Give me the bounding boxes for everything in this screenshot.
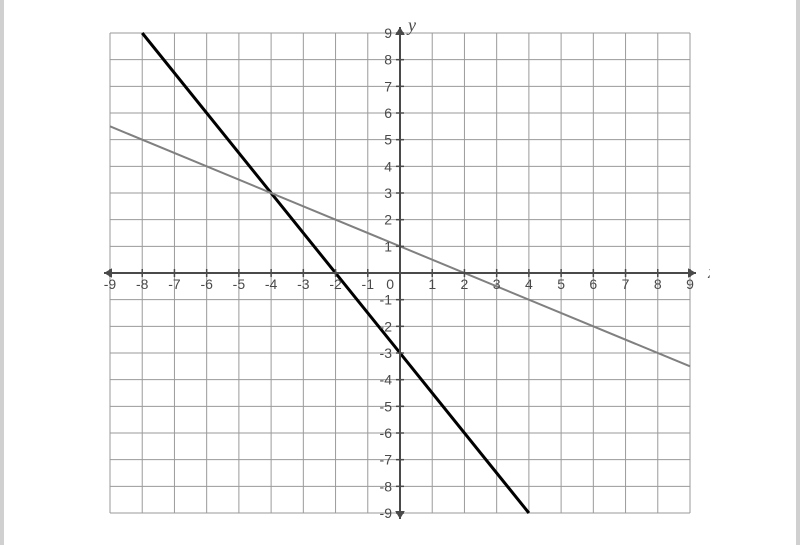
y-tick-label: -7 <box>380 451 393 467</box>
y-tick-label: -5 <box>380 398 393 414</box>
x-tick-label: -6 <box>200 276 213 292</box>
x-tick-label: -5 <box>233 276 246 292</box>
y-tick-label: 4 <box>384 158 392 174</box>
y-tick-label: -3 <box>380 345 393 361</box>
y-tick-label: 9 <box>384 25 392 41</box>
x-tick-label: 7 <box>622 276 630 292</box>
x-tick-label: -2 <box>329 276 342 292</box>
coordinate-plane: xy-9-8-7-6-5-4-3-2-1123456789-9-8-7-6-5-… <box>90 13 710 533</box>
x-tick-label: 3 <box>493 276 501 292</box>
x-tick-label: -4 <box>265 276 278 292</box>
x-tick-label: -9 <box>104 276 117 292</box>
x-tick-label: -8 <box>136 276 149 292</box>
y-tick-label: -2 <box>380 318 393 334</box>
origin-label: 0 <box>386 276 394 292</box>
x-tick-label: 9 <box>686 276 694 292</box>
x-tick-label: -7 <box>168 276 181 292</box>
y-tick-label: 1 <box>384 238 392 254</box>
x-tick-label: 6 <box>589 276 597 292</box>
y-tick-label: 2 <box>384 211 392 227</box>
x-tick-label: -3 <box>297 276 310 292</box>
x-tick-label: 1 <box>428 276 436 292</box>
y-tick-label: 3 <box>384 185 392 201</box>
x-axis-label: x <box>707 262 710 282</box>
chart-svg: xy-9-8-7-6-5-4-3-2-1123456789-9-8-7-6-5-… <box>90 13 710 533</box>
x-tick-label: -1 <box>362 276 375 292</box>
x-tick-label: 2 <box>461 276 469 292</box>
axes: xy <box>104 15 710 519</box>
y-tick-label: 5 <box>384 131 392 147</box>
y-tick-label: -1 <box>380 291 393 307</box>
y-tick-label: 7 <box>384 78 392 94</box>
x-tick-label: 4 <box>525 276 533 292</box>
x-tick-label: 5 <box>557 276 565 292</box>
y-tick-label: 6 <box>384 105 392 121</box>
y-tick-label: -6 <box>380 425 393 441</box>
y-tick-label: -9 <box>380 505 393 521</box>
y-axis-label: y <box>406 15 416 35</box>
y-tick-label: -4 <box>380 371 393 387</box>
y-tick-label: 8 <box>384 51 392 67</box>
y-tick-label: -8 <box>380 478 393 494</box>
x-tick-label: 8 <box>654 276 662 292</box>
